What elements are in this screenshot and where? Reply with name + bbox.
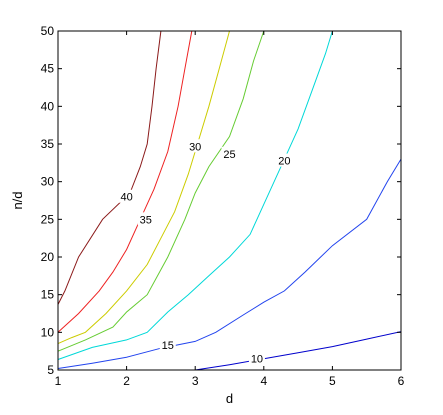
contour-label-background-10: [248, 351, 265, 365]
y-tick-label: 40: [41, 99, 55, 113]
contour-label-20: 20: [278, 156, 290, 168]
x-tick-label: 2: [123, 374, 130, 388]
contour-label-35: 35: [140, 214, 152, 226]
y-tick-label: 50: [41, 24, 55, 38]
contour-label-background-25: [221, 146, 238, 160]
axis-ticks: [57, 30, 402, 371]
contour-label-background-20: [276, 153, 293, 167]
contour-label-15: 15: [162, 340, 174, 352]
contour-line-30: [57, 30, 230, 345]
x-tick-label: 1: [55, 374, 62, 388]
contour-label-40: 40: [120, 192, 132, 204]
y-tick-label: 45: [41, 62, 55, 76]
contour-line-25: [57, 30, 265, 352]
y-tick-label: 25: [41, 212, 55, 226]
y-tick-label: 35: [41, 137, 55, 151]
y-tick-label: 15: [41, 288, 55, 302]
contour-label-30: 30: [189, 141, 201, 153]
y-tick-label: 5: [47, 363, 54, 377]
contour-line-40: [57, 30, 162, 305]
y-tick-label: 30: [41, 175, 55, 189]
y-tick-label: 20: [41, 250, 55, 264]
contour-label-10: 10: [251, 354, 263, 366]
contour-label-background-15: [159, 338, 176, 352]
y-axis-label: n/d: [10, 191, 25, 209]
contour-line-10: [195, 331, 402, 371]
contour-label-background-35: [137, 212, 154, 226]
x-axis-label: d: [226, 391, 233, 406]
x-tick-label: 6: [398, 374, 405, 388]
contour-labels: 10 15 20 25 30 35 40: [118, 139, 293, 366]
contour-line-20: [57, 30, 333, 360]
x-tick-label: 5: [329, 374, 336, 388]
x-tick-label: 3: [192, 374, 199, 388]
plot-area-frame: [57, 30, 402, 371]
x-tick-label: 4: [260, 374, 267, 388]
contour-label-background-30: [187, 139, 204, 153]
contour-line-15: [57, 158, 402, 369]
y-tick-label: 10: [41, 325, 55, 339]
contour-label-background-40: [118, 189, 135, 203]
contour-label-25: 25: [223, 149, 235, 161]
